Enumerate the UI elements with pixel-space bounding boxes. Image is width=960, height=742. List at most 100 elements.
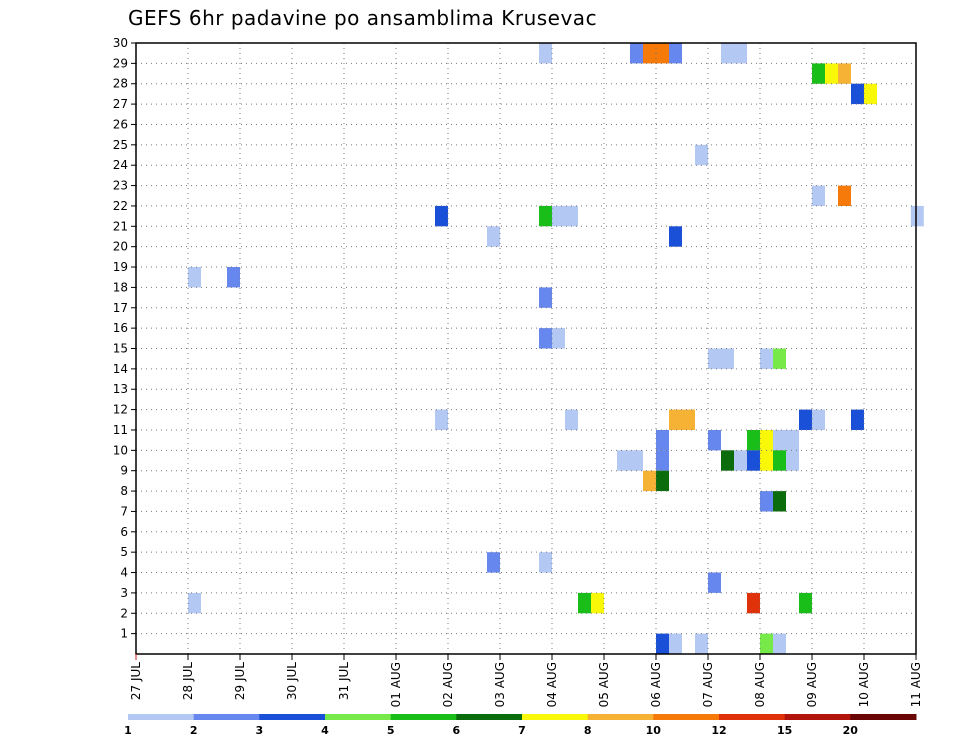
precip-cell xyxy=(669,226,682,247)
y-tick-label: 17 xyxy=(113,301,128,315)
colorbar-label: 4 xyxy=(321,724,329,737)
x-tick-label: 28 JUL xyxy=(181,662,195,700)
y-axis: 1234567891011121314151617181920212223242… xyxy=(113,36,136,641)
precip-cell xyxy=(786,430,799,451)
precip-cell xyxy=(708,430,721,451)
precip-cell xyxy=(487,226,500,247)
x-tick-label: 10 AUG xyxy=(857,662,871,707)
precip-cell xyxy=(760,450,773,471)
precip-cell xyxy=(656,633,669,654)
y-tick-label: 9 xyxy=(120,464,128,478)
precip-cell xyxy=(539,328,552,349)
precip-cell xyxy=(910,205,924,227)
precip-cell xyxy=(708,572,721,593)
precip-cell xyxy=(630,43,643,64)
precip-cell xyxy=(773,491,786,512)
x-axis: 27 JUL 28 JUL 29 JUL 30 JUL 31 JUL 01 AUG 02 A… xyxy=(129,654,923,707)
colorbar-swatch xyxy=(784,714,851,720)
colorbar-swatch xyxy=(193,714,260,720)
colorbar-swatch xyxy=(128,714,195,720)
precip-cell xyxy=(682,409,695,430)
y-tick-label: 19 xyxy=(113,260,128,274)
colorbar-label: 7 xyxy=(518,724,526,737)
y-tick-label: 28 xyxy=(113,77,128,91)
precip-cell xyxy=(773,450,786,471)
precip-cell xyxy=(760,430,773,451)
colorbar-swatch xyxy=(522,714,589,720)
y-tick-label: 21 xyxy=(113,219,128,233)
precip-cell xyxy=(721,43,734,64)
precip-cell xyxy=(539,552,552,573)
x-tick-label: 11 AUG xyxy=(909,662,923,707)
colorbar-label: 5 xyxy=(387,724,395,737)
y-tick-label: 24 xyxy=(113,158,128,172)
precip-cell xyxy=(838,63,851,84)
y-tick-label: 23 xyxy=(113,179,128,193)
precip-cell xyxy=(552,328,565,349)
y-tick-label: 7 xyxy=(120,504,128,518)
precip-cell xyxy=(669,409,682,430)
x-tick-label: 04 AUG xyxy=(545,662,559,707)
precip-cell xyxy=(773,633,786,654)
y-tick-label: 10 xyxy=(113,443,128,457)
cells-layer xyxy=(188,43,924,654)
y-tick-label: 30 xyxy=(113,36,128,50)
y-tick-label: 27 xyxy=(113,97,128,111)
x-tick-label: 27 JUL xyxy=(129,662,143,700)
y-tick-label: 6 xyxy=(120,525,128,539)
precip-cell xyxy=(799,592,812,614)
precip-cell xyxy=(838,185,851,206)
x-tick-label: 03 AUG xyxy=(493,662,507,707)
y-tick-label: 12 xyxy=(113,403,128,417)
y-tick-label: 18 xyxy=(113,280,128,294)
precip-cell xyxy=(851,83,864,105)
y-tick-label: 3 xyxy=(120,586,128,600)
y-tick-label: 29 xyxy=(113,56,128,70)
precip-cell xyxy=(695,633,708,654)
precip-cell xyxy=(721,450,734,471)
precip-cell xyxy=(825,63,838,84)
precip-cell xyxy=(539,43,552,64)
y-tick-label: 16 xyxy=(113,321,128,335)
precip-cell xyxy=(617,450,630,471)
precip-cell xyxy=(188,592,201,614)
precip-cell xyxy=(812,185,825,206)
x-tick-label: 02 AUG xyxy=(441,662,455,707)
precip-cell xyxy=(539,287,552,308)
colorbar-label: 1 xyxy=(124,724,132,737)
precip-cell xyxy=(539,205,552,227)
precip-cell xyxy=(656,430,669,451)
precip-cell xyxy=(812,63,825,84)
precip-cell xyxy=(773,348,786,369)
colorbar-swatch xyxy=(456,714,523,720)
precip-cell xyxy=(747,592,760,614)
precip-cell xyxy=(565,205,578,227)
x-tick-label: 29 JUL xyxy=(233,662,247,700)
precip-cell xyxy=(669,633,682,654)
precip-cell xyxy=(435,205,448,227)
y-tick-label: 8 xyxy=(120,484,128,498)
y-tick-label: 14 xyxy=(113,362,128,376)
y-tick-label: 11 xyxy=(113,423,128,437)
precip-cell xyxy=(188,267,201,288)
precip-cell xyxy=(864,83,877,105)
precip-cell xyxy=(552,205,565,227)
x-tick-label: 05 AUG xyxy=(597,662,611,707)
precip-cell xyxy=(656,43,669,64)
x-tick-label: 07 AUG xyxy=(701,662,715,707)
colorbar-swatch xyxy=(325,714,392,720)
x-tick-label: 06 AUG xyxy=(649,662,663,707)
precip-cell xyxy=(799,409,812,430)
precip-cell xyxy=(656,470,669,492)
precip-cell xyxy=(565,409,578,430)
precip-cell xyxy=(643,470,656,492)
precip-cell xyxy=(773,430,786,451)
colorbar-label: 8 xyxy=(584,724,592,737)
precip-cell xyxy=(591,592,604,614)
colorbar-swatch xyxy=(719,714,786,720)
x-tick-label: 30 JUL xyxy=(285,662,299,700)
precip-cell xyxy=(734,43,747,64)
precip-cell xyxy=(747,430,760,451)
precip-cell xyxy=(760,633,773,654)
grid-layer xyxy=(136,42,916,654)
